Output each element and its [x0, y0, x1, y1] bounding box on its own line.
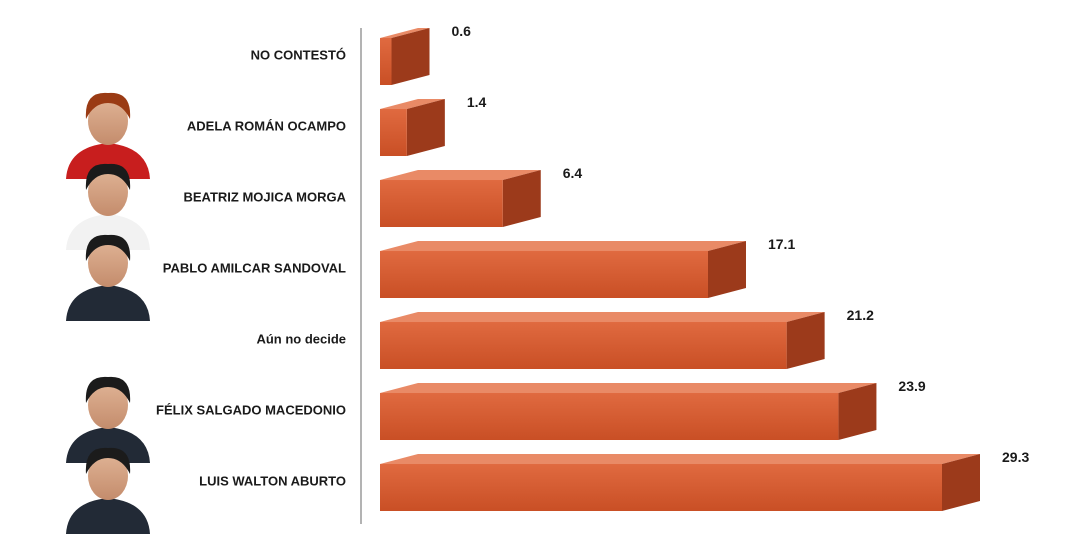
bar-top-face: [380, 383, 877, 393]
value-label-pablo-amilcar-sandoval: 17.1: [768, 236, 795, 252]
hair: [85, 447, 131, 474]
photo-adela-roman-ocampo: [66, 92, 150, 179]
bar-side-face: [502, 170, 541, 227]
bar-front-face: [380, 109, 407, 156]
hair: [85, 92, 131, 119]
photo-pablo-amilcar-sandoval: [66, 234, 150, 321]
bar-front-face: [380, 393, 839, 440]
category-label-aun-no-decide: Aún no decide: [256, 332, 346, 347]
bar-top-face: [380, 99, 445, 109]
face: [88, 97, 128, 145]
hair: [85, 376, 131, 403]
category-label-adela-roman-ocampo: ADELA ROMÁN OCAMPO: [187, 119, 346, 134]
category-label-no-contesto: NO CONTESTÓ: [251, 48, 346, 63]
shoulders: [66, 285, 150, 321]
bar-felix-salgado-macedonio: [380, 383, 877, 440]
bar-top-face: [380, 241, 746, 251]
value-label-beatriz-mojica-morga: 6.4: [563, 165, 583, 181]
bar-side-face: [786, 312, 825, 369]
face: [88, 239, 128, 287]
bar-front-face: [380, 180, 503, 227]
value-label-no-contesto: 0.6: [452, 23, 472, 39]
face: [88, 452, 128, 500]
category-label-pablo-amilcar-sandoval: PABLO AMILCAR SANDOVAL: [163, 261, 346, 276]
bar-top-face: [380, 170, 541, 180]
hair: [85, 234, 131, 261]
value-label-felix-salgado-macedonio: 23.9: [898, 378, 925, 394]
face: [88, 381, 128, 429]
category-label-felix-salgado-macedonio: FÉLIX SALGADO MACEDONIO: [156, 403, 346, 418]
hair: [85, 163, 131, 190]
bar-pablo-amilcar-sandoval: [380, 241, 746, 298]
bar-aun-no-decide: [380, 312, 825, 369]
bar-luis-walton-aburto: [380, 454, 980, 511]
bar-top-face: [380, 28, 430, 38]
shoulders: [66, 427, 150, 463]
bar-side-face: [406, 99, 445, 156]
bars-layer: [380, 28, 980, 511]
bar-beatriz-mojica-morga: [380, 170, 541, 227]
category-label-beatriz-mojica-morga: BEATRIZ MOJICA MORGA: [184, 190, 347, 205]
bar-front-face: [380, 322, 787, 369]
bar-top-face: [380, 454, 980, 464]
bar-side-face: [838, 383, 877, 440]
photo-beatriz-mojica-morga: [66, 163, 150, 250]
photo-felix-salgado-macedonio: [66, 376, 150, 463]
value-label-luis-walton-aburto: 29.3: [1002, 449, 1029, 465]
face: [88, 168, 128, 216]
category-label-luis-walton-aburto: LUIS WALTON ABURTO: [199, 474, 346, 489]
bar-front-face: [380, 251, 708, 298]
bar-adela-roman-ocampo: [380, 99, 445, 156]
bar-side-face: [391, 28, 430, 85]
bar-front-face: [380, 38, 392, 85]
labels-layer: 0.6 NO CONTESTÓ 1.4 ADELA ROMÁN OCAMPO 6.4 BE…: [156, 23, 1029, 489]
shoulders: [66, 214, 150, 250]
shoulders: [66, 498, 150, 534]
value-label-aun-no-decide: 21.2: [847, 307, 874, 323]
shoulders: [66, 143, 150, 179]
photo-luis-walton-aburto: [66, 447, 150, 534]
bar-side-face: [707, 241, 746, 298]
bar-top-face: [380, 312, 825, 322]
value-label-adela-roman-ocampo: 1.4: [467, 94, 487, 110]
bar-side-face: [942, 454, 980, 511]
bar-front-face: [380, 464, 942, 511]
photos-layer: [66, 92, 150, 534]
bar-no-contesto: [380, 28, 430, 85]
